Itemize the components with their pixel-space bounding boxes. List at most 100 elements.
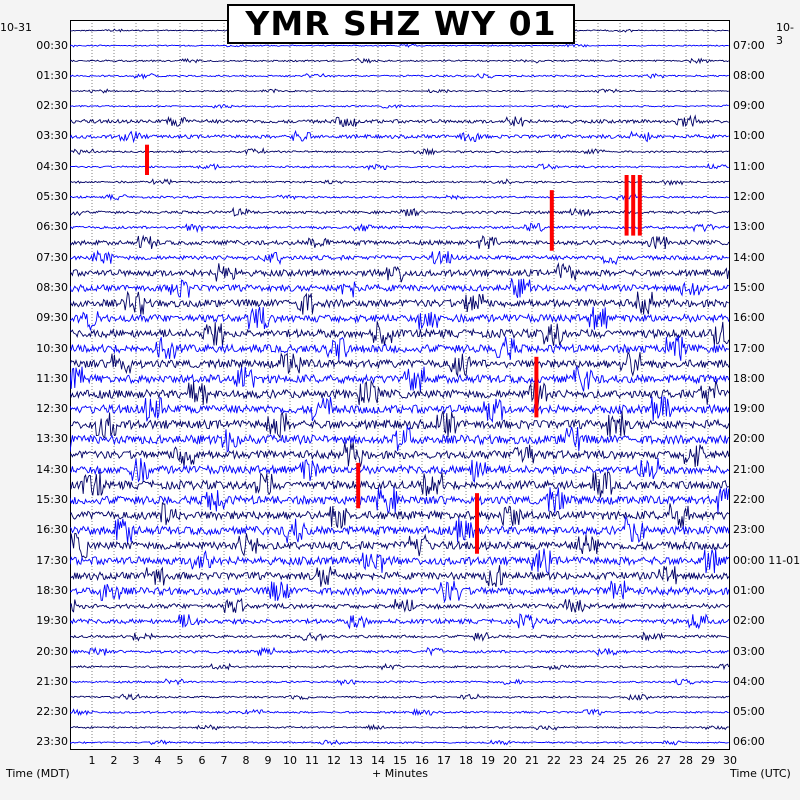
right-tick-label: 19:00: [733, 402, 765, 416]
right-start-date: 10-3: [776, 21, 794, 47]
right-tick-label: 16:00: [733, 311, 765, 325]
right-tick-label: 01:00: [733, 583, 765, 597]
left-tick-label: 23:30: [36, 735, 68, 749]
seismogram-trace-1: [70, 43, 729, 48]
x-tick-label: 23: [569, 754, 583, 767]
x-tick-label: 24: [591, 754, 605, 767]
seismogram-trace-3: [70, 73, 729, 80]
left-tick-label: 02:30: [36, 99, 68, 113]
x-tick-label: 26: [635, 754, 649, 767]
x-tick-label: 8: [242, 754, 250, 767]
x-tick-label: 10: [283, 754, 297, 767]
seismogram-trace-30: [70, 471, 730, 498]
left-axis-caption: Time (MDT): [6, 767, 70, 780]
x-tick-label: 28: [679, 754, 693, 767]
seismogram-trace-43: [70, 678, 730, 687]
left-tick-label: 06:30: [36, 220, 68, 234]
left-tick-label: 03:30: [36, 129, 68, 143]
x-tick-label: 14: [371, 754, 385, 767]
left-tick-label: 19:30: [36, 614, 68, 628]
seismogram-trace-21: [70, 336, 729, 361]
event-marker-4: [637, 175, 642, 236]
left-tick-label: 22:30: [36, 705, 68, 719]
seismogram-trace-45: [70, 708, 729, 717]
seismogram-trace-26: [70, 410, 730, 439]
seismogram-trace-41: [70, 646, 729, 657]
seismogram-trace-24: [70, 379, 730, 407]
right-tick-label: 09:00: [733, 99, 765, 113]
seismogram-trace-22: [70, 351, 730, 378]
x-axis-caption: + Minutes: [372, 767, 429, 780]
event-marker-3: [631, 175, 636, 236]
right-tick-label: 21:00: [733, 462, 765, 476]
seismogram-trace-33: [70, 516, 730, 544]
left-tick-label: 04:30: [36, 159, 68, 173]
seismogram-trace-34: [70, 532, 730, 559]
seismogram-trace-46: [70, 723, 729, 731]
right-tick-label: 08:00: [733, 68, 765, 82]
seismogram-trace-36: [70, 565, 730, 588]
left-tick-label: 00:30: [36, 38, 68, 52]
x-tick-label: 5: [176, 754, 184, 767]
seismogram-trace-12: [70, 206, 730, 217]
x-tick-label: 4: [154, 754, 162, 767]
seismogram-trace-27: [70, 425, 730, 453]
x-tick-label: 27: [657, 754, 671, 767]
event-marker-5: [534, 356, 539, 418]
right-tick-label: 07:00: [733, 38, 765, 52]
left-tick-label: 14:30: [36, 462, 68, 476]
right-tick-label: 15:00: [733, 280, 765, 294]
right-tick-label: 12:00: [733, 190, 765, 203]
seismogram-trace-16: [70, 262, 730, 283]
seismogram-trace-13: [70, 222, 730, 234]
right-tick-label: 04:00: [733, 674, 765, 688]
x-tick-label: 15: [393, 754, 407, 767]
event-marker-6: [356, 462, 361, 509]
right-tick-label: 18:00: [733, 371, 765, 385]
x-tick-label: 22: [547, 754, 561, 767]
seismogram-trace-8: [70, 147, 729, 156]
seismogram-trace-32: [70, 501, 730, 529]
seismogram-trace-6: [70, 114, 729, 127]
left-tick-label: 17:30: [36, 553, 68, 567]
plot-area: [70, 20, 730, 750]
seismogram-trace-39: [70, 613, 730, 630]
seismogram-trace-29: [70, 457, 730, 484]
seismogram-trace-23: [70, 366, 730, 392]
seismogram-trace-37: [70, 580, 730, 604]
x-tick-label: 2: [110, 754, 118, 767]
seismogram-trace-18: [70, 290, 729, 315]
seismogram-trace-9: [70, 162, 729, 171]
event-marker-0: [145, 144, 149, 175]
seismogram-traces: [70, 20, 730, 750]
seismogram-trace-28: [70, 442, 730, 467]
seismogram-trace-40: [70, 631, 729, 642]
seismogram-trace-25: [70, 396, 730, 424]
seismogram-trace-4: [70, 88, 729, 94]
left-tick-label: 01:30: [36, 68, 68, 82]
x-tick-label: 18: [459, 754, 473, 767]
left-tick-label: 12:30: [36, 402, 68, 416]
right-tick-label: 00:00 11-01: [733, 553, 800, 567]
seismogram-trace-42: [70, 662, 730, 671]
right-tick-label: 22:00: [733, 493, 765, 506]
x-tick-label: 1: [88, 754, 96, 767]
x-tick-label: 25: [613, 754, 627, 767]
x-tick-label: 11: [305, 754, 319, 767]
x-tick-label: 12: [327, 754, 341, 767]
right-axis-caption: Time (UTC): [730, 767, 791, 780]
x-tick-label: 21: [525, 754, 539, 767]
right-tick-label: 11:00: [733, 159, 765, 173]
left-start-date: 10-31: [0, 21, 32, 34]
seismogram-trace-19: [70, 306, 730, 332]
left-tick-label: 16:30: [36, 523, 68, 537]
x-tick-label: 20: [503, 754, 517, 767]
seismogram-trace-35: [70, 548, 730, 574]
x-tick-label: 7: [220, 754, 228, 767]
left-tick-label: 18:30: [36, 583, 68, 597]
x-tick-label: 29: [701, 754, 715, 767]
x-tick-label: 3: [132, 754, 140, 767]
seismogram-trace-10: [70, 178, 729, 187]
seismogram-trace-31: [70, 487, 730, 514]
right-tick-label: 14:00: [733, 250, 765, 264]
